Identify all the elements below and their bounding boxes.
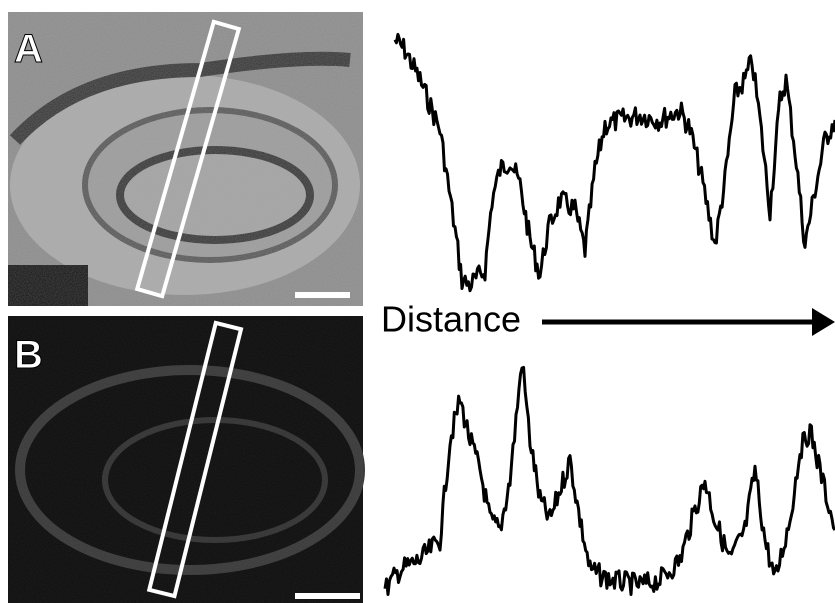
page: A B Distance (() => { const data = JSON.…	[0, 0, 835, 603]
axis-label: Distance	[381, 299, 521, 340]
figure: A B Distance	[0, 0, 835, 603]
arrow-head	[812, 308, 835, 336]
micrograph-a	[8, 12, 363, 306]
panel-label: A	[14, 27, 43, 71]
micrograph-b	[8, 316, 363, 603]
intensity-profile	[395, 34, 835, 290]
panel-label: B	[14, 333, 43, 377]
intensity-profile	[385, 367, 835, 594]
